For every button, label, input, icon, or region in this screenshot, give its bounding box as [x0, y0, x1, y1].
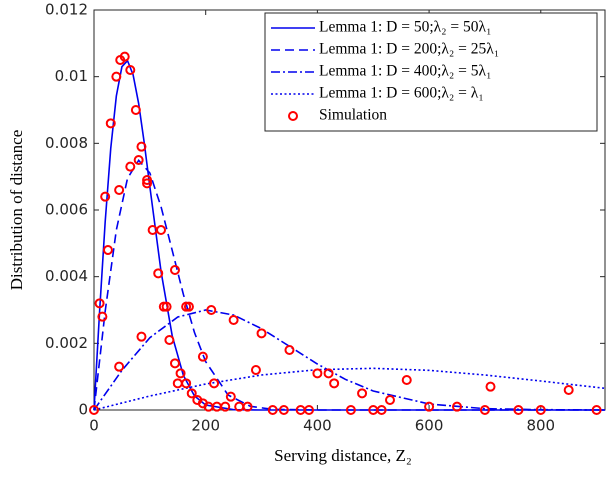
legend-label: Lemma 1: D = 50;λ₂ = 50λ₁ [319, 19, 491, 36]
simulation-point [197, 351, 208, 362]
simulation-point [228, 315, 239, 325]
y-tick-label: 0 [78, 401, 88, 419]
simulation-point [136, 141, 147, 152]
simulation-point [384, 395, 395, 405]
simulation-point [100, 191, 111, 202]
simulation-point [284, 345, 295, 355]
simulation-point [250, 365, 261, 375]
simulation-point [119, 51, 130, 62]
simulation-point [323, 368, 334, 379]
simulation-point [357, 388, 368, 399]
simulation-point [401, 375, 412, 385]
line-series [93, 309, 606, 411]
simulation-point [376, 405, 387, 415]
simulation-point [535, 405, 546, 415]
legend-label: Lemma 1: D = 600;λ₂ = λ₁ [319, 85, 484, 102]
legend-label: Lemma 1: D = 200;λ₂ = 25λ₁ [319, 41, 499, 58]
x-tick-label: 600 [415, 417, 444, 435]
simulation-point [164, 335, 175, 345]
simulation-point [161, 301, 172, 312]
legend-box [264, 12, 598, 132]
simulation-point [329, 378, 340, 389]
x-tick-label: 0 [89, 417, 99, 435]
simulation-point [345, 405, 356, 415]
simulation-point [111, 71, 122, 82]
simulation-point [513, 405, 524, 415]
simulation-point [591, 405, 602, 415]
simulation-point [125, 161, 136, 172]
simulation-point [105, 118, 116, 129]
simulation-point [172, 378, 183, 389]
simulation-point [209, 378, 220, 389]
simulation-point [102, 245, 113, 255]
x-axis-label: Serving distance, Z₂ [274, 446, 412, 465]
simulation-point [256, 328, 267, 339]
y-axis-label: Distribution of distance [7, 130, 26, 291]
simulation-point [89, 405, 99, 415]
y-tick-label: 0.002 [45, 334, 88, 352]
simulation-point [153, 268, 164, 279]
simulation-point [114, 361, 125, 372]
simulation-point [278, 405, 289, 415]
simulation-point [485, 381, 496, 392]
simulation-point [312, 368, 323, 379]
x-tick-label: 200 [191, 417, 220, 435]
line-series [93, 367, 606, 411]
y-tick-label: 0.006 [45, 201, 88, 219]
simulation-point [94, 298, 105, 309]
x-tick-label: 800 [526, 417, 555, 435]
simulation-point [479, 405, 490, 415]
legend-label: Lemma 1: D = 400;λ₂ = 5λ₁ [319, 63, 491, 80]
simulation-point [97, 311, 108, 322]
simulation-point [183, 301, 194, 312]
simulation-point [125, 65, 136, 75]
simulation-point [142, 175, 153, 185]
simulation-point [242, 401, 253, 412]
y-tick-label: 0.012 [45, 1, 88, 19]
simulation-point [169, 265, 180, 275]
simulation-point [156, 225, 167, 235]
line-series [93, 158, 605, 411]
simulation-point [563, 385, 574, 395]
simulation-point [186, 388, 197, 399]
simulation-point [304, 405, 315, 415]
legend-marker [288, 111, 298, 121]
simulation-point [142, 178, 153, 189]
simulation-point [424, 401, 435, 412]
legend-label: Simulation [319, 107, 387, 124]
simulation-point [206, 305, 217, 315]
simulation-point [136, 331, 147, 342]
simulation-point [452, 401, 463, 412]
simulation-point [130, 105, 141, 115]
y-tick-label: 0.008 [45, 134, 88, 152]
simulation-point [133, 155, 144, 165]
y-tick-label: 0.01 [55, 67, 88, 85]
simulation-point [175, 368, 186, 379]
x-tick-label: 400 [303, 417, 332, 435]
simulation-point [225, 391, 236, 402]
simulation-point [220, 401, 231, 412]
simulation-point [267, 405, 278, 415]
simulation-point [114, 185, 125, 195]
simulation-point [169, 358, 180, 369]
y-tick-label: 0.004 [45, 267, 88, 285]
